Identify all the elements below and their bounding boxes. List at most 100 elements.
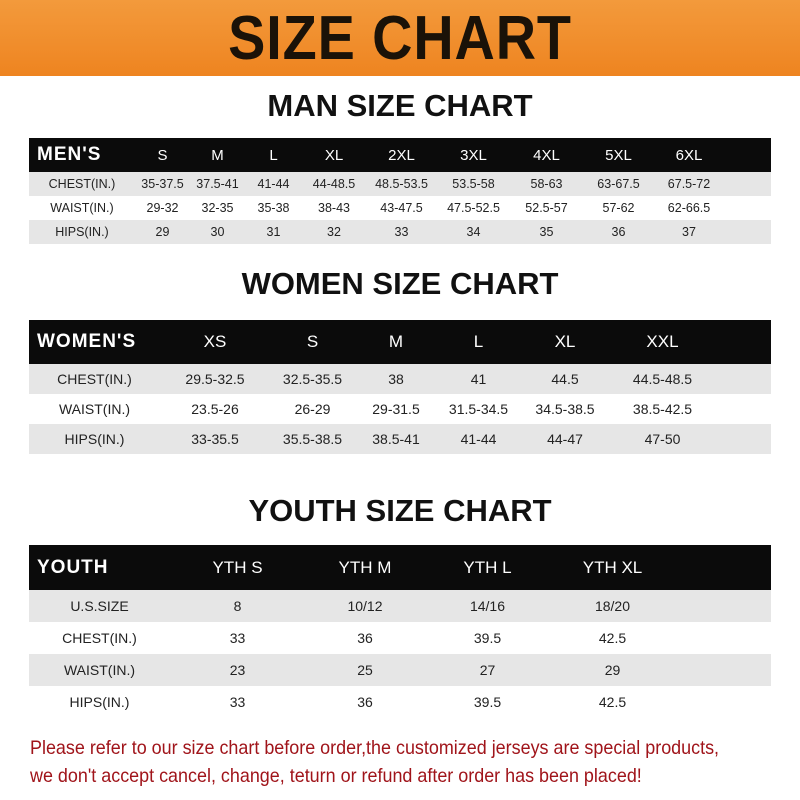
youth-section-title: YOUTH SIZE CHART — [248, 493, 552, 528]
table-cell: 53.5-58 — [452, 177, 495, 191]
table-cell: 44.5-48.5 — [632, 371, 693, 387]
table-row: WAIST(IN.) 29-32 32-35 35-38 38-43 43-47.5 47.… — [29, 196, 771, 220]
table-cell: XL — [324, 146, 344, 164]
table-cell: 37 — [682, 225, 696, 239]
table-cell: 23.5-26 — [191, 401, 239, 417]
table-cell: 48.5-53.5 — [375, 177, 428, 191]
row-label: HIPS(IN.) — [64, 431, 125, 447]
table-cell: 14/16 — [469, 598, 506, 614]
row-label: WOMEN'S — [37, 331, 137, 352]
table-cell: 29-32 — [146, 201, 179, 215]
men-section-title: MAN SIZE CHART — [267, 88, 533, 123]
title-banner: SIZE CHART — [0, 0, 800, 76]
table-cell: 3XL — [460, 146, 487, 164]
table-cell: 29-31.5 — [372, 401, 420, 417]
table-cell: 35-37.5 — [141, 177, 184, 191]
table-cell: 38 — [388, 371, 404, 387]
table-cell: 33 — [229, 694, 246, 710]
table-cell: 42.5 — [598, 694, 627, 710]
table-cell: L — [473, 332, 484, 351]
table-cell: 39.5 — [473, 694, 502, 710]
table-cell: 47.5-52.5 — [447, 201, 500, 215]
table-row: CHEST(IN.) 35-37.5 37.5-41 41-44 44-48.5 48.5… — [29, 172, 771, 196]
table-row: WAIST(IN.) 23.5-26 26-29 29-31.5 31.5-34.5 34… — [29, 394, 771, 424]
table-cell: 34 — [466, 225, 481, 239]
table-cell: XS — [203, 332, 227, 351]
table-cell: 18/20 — [594, 598, 631, 614]
youth-size-table: YOUTH YTH S YTH M YTH L YTH XL U.S.SIZE 8 10/12… — [29, 545, 771, 718]
table-cell: M — [211, 146, 224, 164]
table-cell: XL — [554, 332, 576, 351]
row-label: MEN'S — [37, 144, 102, 165]
table-cell: 26-29 — [294, 401, 331, 417]
table-cell: 5XL — [605, 146, 632, 164]
table-cell: 33-35.5 — [191, 431, 239, 447]
table-cell: 31.5-34.5 — [448, 401, 509, 417]
table-cell: YTH XL — [582, 557, 643, 577]
table-cell: 63-67.5 — [597, 177, 640, 191]
table-row: CHEST(IN.) 29.5-32.5 32.5-35.5 38 41 44.5 44.5… — [29, 364, 771, 394]
table-cell: 8 — [233, 598, 242, 614]
table-cell: 25 — [357, 662, 373, 678]
table-cell: 23 — [229, 662, 246, 678]
table-cell: 62-66.5 — [667, 201, 711, 215]
table-cell: 36 — [611, 225, 626, 239]
row-label: CHEST(IN.) — [48, 177, 116, 191]
table-cell: 29 — [155, 225, 170, 239]
table-cell: YTH L — [463, 557, 512, 577]
table-cell: 35-38 — [257, 201, 290, 215]
table-cell: 6XL — [675, 146, 703, 164]
table-cell: 44-48.5 — [312, 177, 356, 191]
row-label: WAIST(IN.) — [50, 201, 114, 215]
table-cell: YTH M — [338, 557, 392, 577]
row-label: HIPS(IN.) — [69, 694, 130, 710]
table-cell: 35.5-38.5 — [282, 431, 343, 447]
table-cell: 33 — [229, 630, 246, 646]
table-cell: 44.5 — [551, 371, 579, 387]
table-cell: 36 — [357, 630, 373, 646]
table-row: WAIST(IN.) 23 25 27 29 — [29, 654, 771, 686]
table-cell: 52.5-57 — [525, 201, 568, 215]
table-cell: 34.5-38.5 — [535, 401, 595, 417]
table-row: CHEST(IN.) 33 36 39.5 42.5 — [29, 622, 771, 654]
table-cell: 41 — [470, 371, 487, 387]
table-cell: 31 — [266, 225, 281, 239]
table-cell: 32-35 — [201, 201, 234, 215]
table-cell: 29 — [604, 662, 621, 678]
table-cell: M — [388, 332, 404, 351]
table-cell: 41-44 — [257, 177, 290, 191]
table-header-row: WOMEN'S XS S M L XL XXL — [29, 320, 771, 364]
table-cell: S — [306, 332, 319, 351]
table-cell: 36 — [357, 694, 373, 710]
row-label: WAIST(IN.) — [63, 662, 136, 678]
table-cell: 44-47 — [547, 431, 583, 447]
table-row: HIPS(IN.) 33-35.5 35.5-38.5 38.5-41 41-44 44-… — [29, 424, 771, 454]
table-cell: 42.5 — [598, 630, 627, 646]
table-header-row: MEN'S S M L XL 2XL 3XL 4XL 5XL 6XL — [29, 138, 771, 172]
table-header-row: YOUTH YTH S YTH M YTH L YTH XL — [29, 545, 771, 590]
table-cell: 43-47.5 — [380, 201, 423, 215]
table-cell: 32 — [327, 225, 341, 239]
table-cell: 47-50 — [644, 431, 681, 447]
row-label: WAIST(IN.) — [58, 401, 131, 417]
table-row: HIPS(IN.) 29 30 31 32 33 34 35 36 37 — [29, 220, 771, 244]
men-size-table: MEN'S S M L XL 2XL 3XL 4XL 5XL 6XL CHEST(IN.) 35-37… — [29, 138, 771, 244]
row-label: HIPS(IN.) — [55, 225, 109, 239]
table-cell: 38.5-42.5 — [632, 401, 693, 417]
table-cell: 2XL — [388, 146, 415, 164]
row-label: YOUTH — [37, 556, 109, 578]
table-cell: S — [157, 146, 168, 164]
table-cell: 30 — [210, 225, 225, 239]
table-cell: 27 — [479, 662, 496, 678]
table-cell: XXL — [646, 332, 679, 351]
table-cell: 41-44 — [460, 431, 497, 447]
table-cell: 38.5-41 — [372, 431, 420, 447]
table-cell: 39.5 — [473, 630, 502, 646]
women-size-table: WOMEN'S XS S M L XL XXL CHEST(IN.) 29.5-32.5 32.5… — [29, 320, 771, 454]
table-cell: 32.5-35.5 — [282, 371, 343, 387]
row-label: CHEST(IN.) — [62, 630, 137, 646]
women-section-title: WOMEN SIZE CHART — [241, 266, 559, 301]
table-cell: 38-43 — [318, 201, 350, 215]
row-label: U.S.SIZE — [70, 598, 129, 614]
table-cell: 35 — [539, 225, 554, 239]
